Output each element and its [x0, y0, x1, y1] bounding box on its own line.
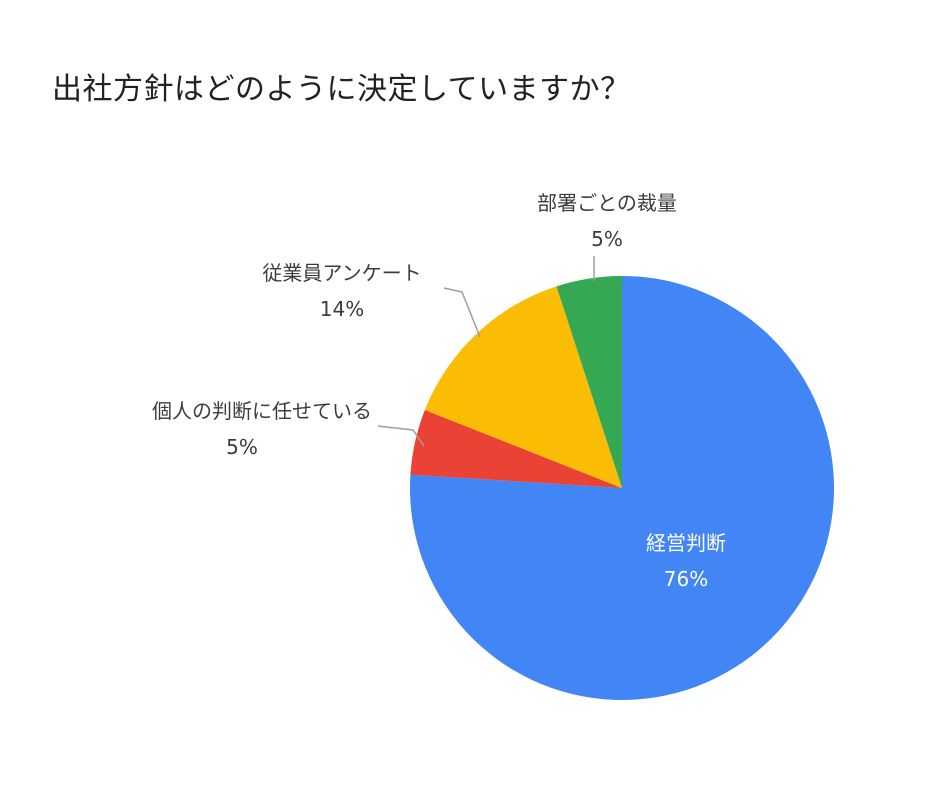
- leader-line-2: [443, 287, 481, 338]
- slice-labels: 経営判断 76% 個人の判断に任せている 5% 従業員アンケート 14% 部署ごとの裁量 5%: [152, 191, 726, 591]
- slice-value-1: 5%: [226, 435, 258, 459]
- slice-label-1: 個人の判断に任せている: [152, 399, 372, 423]
- slice-label-0: 経営判断: [646, 531, 726, 555]
- pie-slice-2: [424, 286, 622, 488]
- slice-label-2: 従業員アンケート: [262, 261, 421, 285]
- leader-line-1: [377, 425, 425, 447]
- pie-slice-1: [410, 409, 622, 488]
- pie-slice-3: [556, 276, 622, 488]
- leader-lines: [377, 256, 595, 447]
- slice-value-0: 76%: [664, 567, 708, 591]
- pie-slices: [410, 276, 834, 700]
- chart-title: 出社方針はどのように決定していますか？: [52, 72, 631, 107]
- slice-value-3: 5%: [591, 227, 623, 251]
- slice-label-3: 部署ごとの裁量: [537, 191, 677, 215]
- slice-value-2: 14%: [320, 297, 364, 321]
